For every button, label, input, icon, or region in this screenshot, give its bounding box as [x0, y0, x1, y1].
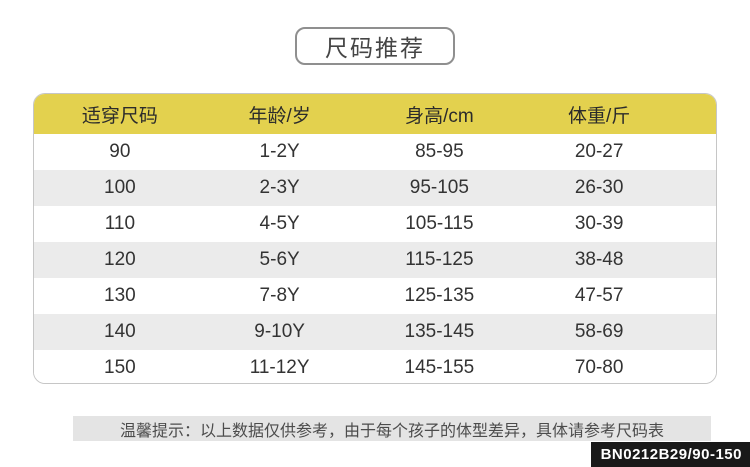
tip-bar: 温馨提示：以上数据仅供参考，由于每个孩子的体型差异，具体请参考尺码表 — [73, 416, 711, 441]
table-row: 120 5-6Y 115-125 38-48 — [34, 242, 716, 278]
table-cell: 5-6Y — [259, 249, 300, 270]
table-cell: 30-39 — [574, 213, 624, 234]
column-header-height: 身高/cm — [405, 105, 474, 127]
table-cell: 110 — [104, 213, 136, 234]
table-cell: 150 — [104, 357, 136, 378]
table-cell: 20-27 — [574, 141, 624, 162]
table-cell: 100 — [104, 177, 136, 198]
page-title-label: 尺码推荐 — [325, 35, 425, 61]
table-cell: 58-69 — [574, 321, 624, 342]
table-cell: 90 — [109, 141, 131, 162]
table-cell: 120 — [104, 249, 136, 270]
table-row: 140 9-10Y 135-145 58-69 — [34, 314, 716, 350]
table-cell: 11-12Y — [249, 357, 310, 378]
size-table-header: 适穿尺码 年龄/岁 身高/cm 体重/斤 — [34, 94, 716, 134]
column-header-age: 年龄/岁 — [248, 105, 311, 127]
table-cell: 95-105 — [409, 177, 469, 198]
column-header-size: 适穿尺码 — [81, 105, 158, 127]
table-cell: 140 — [104, 321, 136, 342]
tip-text: 温馨提示：以上数据仅供参考，由于每个孩子的体型差异，具体请参考尺码表 — [119, 422, 664, 440]
table-cell: 125-135 — [404, 285, 475, 306]
column-header-weight: 体重/斤 — [567, 105, 631, 127]
table-row: 90 1-2Y 85-95 20-27 — [34, 134, 716, 170]
table-cell: 2-3Y — [259, 177, 300, 198]
table-cell: 85-95 — [415, 141, 464, 162]
table-cell: 38-48 — [574, 249, 624, 270]
table-cell: 105-115 — [405, 213, 474, 234]
table-cell: 70-80 — [574, 357, 624, 378]
table-row: 150 11-12Y 145-155 70-80 — [34, 350, 716, 383]
table-cell: 135-145 — [404, 321, 475, 342]
table-row: 100 2-3Y 95-105 26-30 — [34, 170, 716, 206]
size-table-body: 90 1-2Y 85-95 20-27 100 2-3Y 95-105 26-3… — [34, 134, 716, 383]
table-cell: 9-10Y — [254, 321, 305, 342]
size-table: 适穿尺码 年龄/岁 身高/cm 体重/斤 90 1-2Y 85-95 20-27… — [33, 93, 717, 384]
table-row: 130 7-8Y 125-135 47-57 — [34, 278, 716, 314]
table-cell: 7-8Y — [259, 285, 300, 306]
sku-badge: BN0212B29/90-150 — [590, 442, 750, 467]
table-cell: 1-2Y — [259, 141, 300, 162]
table-cell: 145-155 — [404, 357, 475, 378]
table-row: 110 4-5Y 105-115 30-39 — [34, 206, 716, 242]
table-cell: 47-57 — [574, 285, 624, 306]
page-title: 尺码推荐 — [295, 27, 455, 65]
sku-badge-text: BN0212B29/90-150 — [600, 446, 742, 463]
table-cell: 4-5Y — [259, 213, 300, 234]
table-cell: 26-30 — [574, 177, 624, 198]
table-cell: 115-125 — [405, 249, 474, 270]
table-cell: 130 — [104, 285, 136, 306]
